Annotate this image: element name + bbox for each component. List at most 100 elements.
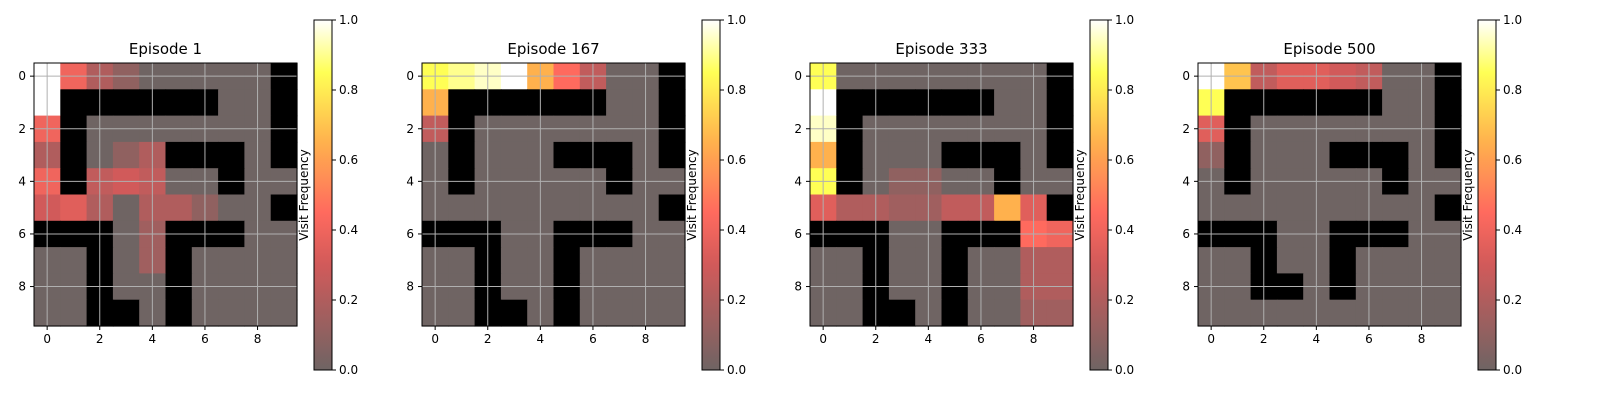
x-tick-label: 2: [96, 332, 104, 346]
wall-cell: [994, 141, 1021, 169]
y-tick-label: 2: [1182, 122, 1190, 136]
x-tick-label: 4: [1313, 332, 1321, 346]
wall-cell: [553, 89, 581, 117]
heatmap-cell: [1276, 247, 1304, 274]
colorbar-tick-label: 0.4: [1115, 223, 1134, 237]
heatmap-cell: [941, 194, 969, 222]
wall-cell: [1224, 141, 1252, 169]
colorbar-tick-label: 0.6: [1115, 153, 1134, 167]
y-tick-label: 8: [406, 280, 414, 294]
heatmap-cell: [1046, 247, 1074, 274]
heatmap-cell: [553, 194, 581, 222]
wall-cell: [165, 299, 193, 327]
heatmap-cell: [1382, 89, 1409, 117]
x-tick-label: 8: [254, 332, 262, 346]
colorbar-tick-label: 0.0: [339, 363, 358, 377]
heatmap-cell: [888, 247, 916, 274]
heatmap-cell: [1434, 299, 1462, 327]
x-tick-label: 6: [977, 332, 985, 346]
x-tick-label: 4: [537, 332, 545, 346]
wall-cell: [112, 89, 140, 117]
x-tick-label: 2: [872, 332, 880, 346]
wall-cell: [941, 299, 969, 327]
y-tick-label: 4: [1182, 174, 1190, 188]
wall-cell: [1046, 89, 1074, 117]
wall-cell: [658, 141, 686, 169]
colorbar-tick-label: 0.2: [1503, 293, 1522, 307]
colorbar-tick-label: 0.6: [1503, 153, 1522, 167]
colorbar-tick-label: 0.2: [1115, 293, 1134, 307]
colorbar-tick-label: 0.8: [727, 83, 746, 97]
wall-cell: [270, 194, 298, 222]
wall-cell: [1434, 89, 1462, 117]
heatmap-cell: [165, 194, 193, 222]
heatmap-cell: [836, 299, 864, 327]
colorbar-tick-label: 1.0: [339, 13, 358, 27]
wall-cell: [1382, 141, 1409, 169]
x-tick-label: 0: [431, 332, 439, 346]
heatmap-cell: [448, 194, 476, 222]
x-tick-label: 6: [589, 332, 597, 346]
x-tick-label: 2: [1260, 332, 1268, 346]
heatmap-cell: [500, 194, 528, 222]
wall-cell: [270, 89, 298, 117]
heatmap-cell: [888, 194, 916, 222]
y-tick-label: 0: [794, 69, 802, 83]
wall-cell: [165, 247, 193, 274]
x-tick-label: 6: [1365, 332, 1373, 346]
heatmap-cell: [1382, 247, 1409, 274]
heatmap-panel-3: Episode 333 0 2 4 6 8 0 2 4 6 8 0.0 0.2 0.4 0.6 0.8 1.0 V…: [794, 13, 1134, 377]
heatmap-cell: [994, 194, 1021, 222]
heatmap-cell: [270, 247, 298, 274]
heatmap-cell: [218, 299, 245, 327]
wall-cell: [941, 89, 969, 117]
y-tick-label: 6: [1182, 227, 1190, 241]
y-tick-label: 8: [794, 280, 802, 294]
heatmap-cell: [270, 299, 298, 327]
heatmap-cell: [218, 89, 245, 117]
heatmap-cell: [112, 194, 140, 222]
wall-cell: [606, 141, 633, 169]
wall-cell: [60, 141, 88, 169]
heatmap-cell: [60, 194, 88, 222]
chart-title: Episode 333: [895, 40, 987, 58]
colorbar-label: Visit Frequency: [1073, 149, 1087, 240]
wall-cell: [1276, 89, 1304, 117]
wall-cell: [165, 89, 193, 117]
y-tick-label: 8: [1182, 280, 1190, 294]
plot-frame: [421, 62, 686, 327]
colorbar-tick-label: 0.4: [339, 223, 358, 237]
x-tick-label: 8: [1418, 332, 1426, 346]
heatmap-panel-4: Episode 500 0 2 4 6 8 0 2 4 6 8 0.0 0.2 0.4 0.6 0.8 1.0 V…: [1182, 13, 1522, 377]
y-tick-label: 6: [794, 227, 802, 241]
y-tick-label: 2: [18, 122, 26, 136]
heatmap-cell: [836, 194, 864, 222]
x-tick-label: 0: [819, 332, 827, 346]
wall-cell: [500, 299, 528, 327]
colorbar-tick-label: 0.8: [1115, 83, 1134, 97]
heatmap-cell: [1046, 299, 1074, 327]
colorbar-tick-label: 0.4: [1503, 223, 1522, 237]
heatmap-cell: [500, 247, 528, 274]
heatmap-cell: [1434, 247, 1462, 274]
colorbar-tick-label: 1.0: [1115, 13, 1134, 27]
heatmap-cell: [1382, 194, 1409, 222]
wall-cell: [1046, 194, 1074, 222]
wall-cell: [888, 89, 916, 117]
y-tick-label: 2: [794, 122, 802, 136]
heatmap-cell: [658, 299, 686, 327]
heatmap-cell: [1276, 194, 1304, 222]
heatmap-cell: [112, 247, 140, 274]
colorbar-tick-label: 0.8: [1503, 83, 1522, 97]
colorbar: [701, 19, 721, 371]
heatmap-cell: [500, 141, 528, 169]
wall-cell: [836, 141, 864, 169]
colorbar: [1089, 19, 1109, 371]
colorbar-tick-label: 0.0: [727, 363, 746, 377]
chart-title: Episode 167: [507, 40, 599, 58]
heatmap-cell: [1329, 194, 1357, 222]
heatmap-cell: [606, 194, 633, 222]
x-tick-label: 8: [642, 332, 650, 346]
heatmap-cell: [836, 247, 864, 274]
heatmap-cell: [888, 141, 916, 169]
